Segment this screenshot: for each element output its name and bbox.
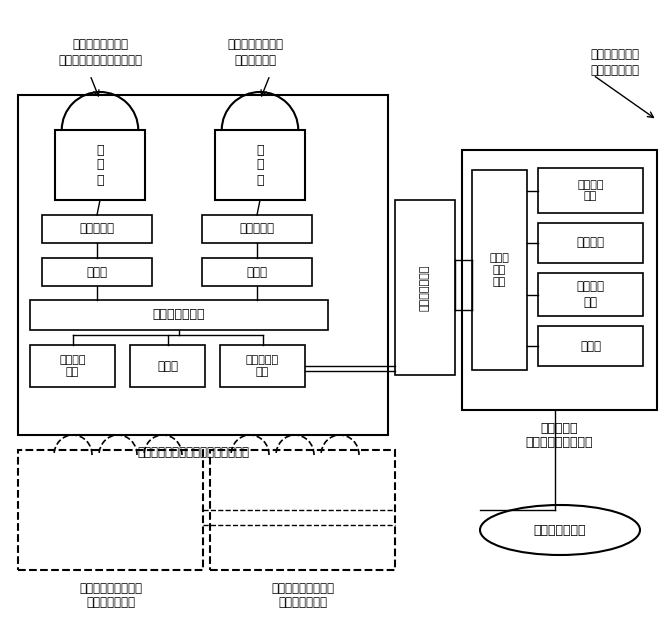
Text: 計測部: 計測部	[247, 265, 267, 278]
Text: 局舎（測定局）: 局舎（測定局）	[278, 595, 327, 609]
Bar	[55, 130, 145, 200]
Text: による情報公開: による情報公開	[590, 64, 639, 76]
Text: 補助記憶
装置: 補助記憶 装置	[59, 355, 86, 377]
Text: プリアンプ: プリアンプ	[80, 222, 115, 236]
Bar	[202, 215, 312, 243]
Bar	[130, 345, 205, 387]
Bar	[18, 450, 203, 570]
Text: インターネット: インターネット	[590, 49, 639, 62]
Bar	[30, 345, 115, 387]
Text: モニタリングポスト: モニタリングポスト	[271, 581, 334, 595]
Text: テレメータ装置: テレメータ装置	[420, 265, 430, 311]
Text: モニタリングポスト局舎（測定局）: モニタリングポスト局舎（測定局）	[137, 447, 249, 459]
Text: 表示盤: 表示盤	[580, 340, 601, 353]
Text: 低線量率用検出器: 低線量率用検出器	[72, 38, 128, 52]
Bar	[220, 345, 305, 387]
Bar	[462, 150, 657, 410]
Bar	[210, 450, 395, 570]
Bar	[215, 130, 305, 200]
Text: 中央監視局: 中央監視局	[541, 421, 578, 435]
Text: （ＮａＩシンチレータ等）: （ＮａＩシンチレータ等）	[58, 54, 142, 67]
Text: プリアンプ: プリアンプ	[239, 222, 275, 236]
Bar	[472, 170, 527, 370]
Text: モニタリングポスト: モニタリングポスト	[79, 581, 142, 595]
Text: 計測部: 計測部	[86, 265, 107, 278]
Text: 表示盤: 表示盤	[157, 360, 178, 372]
Bar	[538, 273, 643, 316]
Text: （または副監視局）: （または副監視局）	[526, 437, 593, 449]
Text: 検
出
器: 検 出 器	[96, 144, 104, 186]
Text: 局舎（測定局）: 局舎（測定局）	[86, 595, 135, 609]
Text: 補助記憶
装置: 補助記憶 装置	[578, 180, 604, 202]
Bar	[18, 95, 388, 435]
Bar	[30, 300, 328, 330]
Text: データ
処理
装置: データ 処理 装置	[490, 253, 509, 287]
Bar	[538, 326, 643, 366]
Text: 作表機器: 作表機器	[576, 236, 604, 249]
Text: ディスプ
レイ: ディスプ レイ	[576, 280, 604, 309]
Text: 高線量率用検出器: 高線量率用検出器	[227, 38, 283, 52]
Text: 気象観測データ: 気象観測データ	[534, 524, 586, 537]
Text: （電離箱等）: （電離箱等）	[234, 54, 276, 67]
Bar	[42, 215, 152, 243]
Bar	[202, 258, 312, 286]
Text: テレメータ
装置: テレメータ 装置	[246, 355, 279, 377]
Bar	[395, 200, 455, 375]
Bar	[42, 258, 152, 286]
Bar	[538, 168, 643, 213]
Bar	[538, 223, 643, 263]
Text: 検
出
器: 検 出 器	[256, 144, 264, 186]
Text: データ処理装置: データ処理装置	[153, 309, 205, 321]
